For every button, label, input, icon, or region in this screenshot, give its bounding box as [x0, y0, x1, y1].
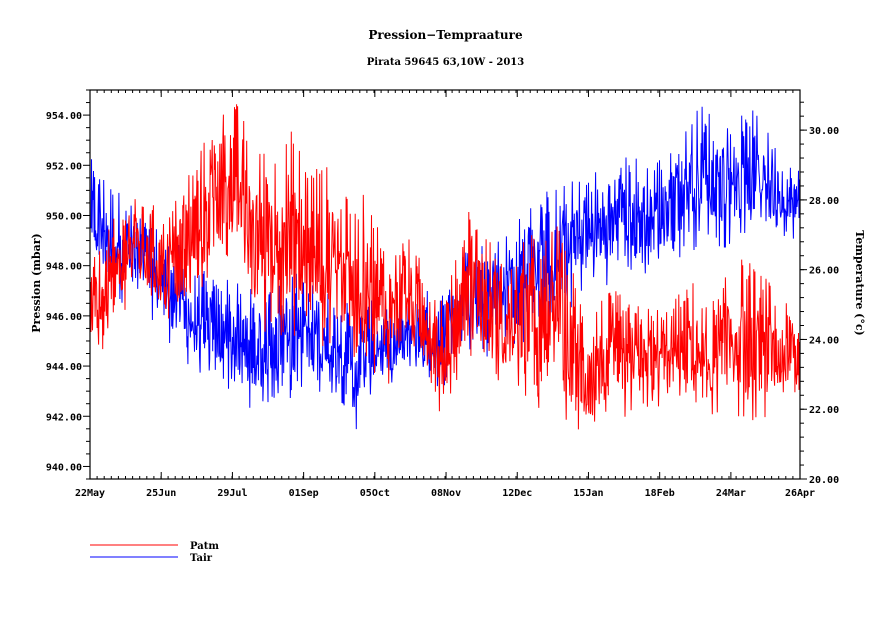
series-patm [89, 104, 801, 430]
y-left-tick-label: 952.00 [46, 161, 82, 172]
y-right-tick-label: 20.00 [809, 475, 839, 486]
x-tick-label: 24Mar [716, 488, 746, 499]
y-left-tick-label: 940.00 [46, 462, 82, 473]
chart-subtitle: Pirata 59645 63,10W - 2013 [366, 57, 525, 68]
chart-title: Pression−Tempraature [368, 28, 523, 42]
y-left-tick-label: 948.00 [46, 262, 82, 273]
x-tick-label: 12Dec [502, 488, 532, 499]
legend: Patm Tair [90, 541, 219, 564]
series-line-patm [89, 104, 801, 430]
axes-layer: 22May 25Jun 29Jul 01Sep 05Oct 08Nov 12Dec 15Jan… [46, 89, 839, 499]
x-tick-label: 26Apr [785, 488, 815, 499]
y-right-tick-label: 22.00 [809, 405, 839, 416]
x-tick-label: 05Oct [360, 488, 390, 499]
series-tair [89, 106, 801, 430]
y-right-tick-label: 28.00 [809, 196, 839, 207]
legend-label-tair: Tair [190, 553, 213, 564]
y-left-tick-label: 944.00 [46, 362, 82, 373]
y-left-tick-label: 942.00 [46, 412, 82, 423]
x-tick-label: 15Jan [573, 488, 603, 499]
x-tick-label: 25Jun [146, 488, 176, 499]
y-axis-left-title: Pression (mbar) [30, 233, 43, 332]
x-tick-label: 08Nov [431, 488, 461, 499]
series-layer [89, 104, 801, 430]
y-left-tick-label: 954.00 [46, 111, 82, 122]
y-left-tick-label: 950.00 [46, 211, 82, 222]
x-tick-label: 22May [75, 488, 105, 499]
y-left-tick-label: 946.00 [46, 312, 82, 323]
y-right-tick-label: 24.00 [809, 335, 839, 346]
y-right-tick-label: 26.00 [809, 266, 839, 277]
x-tick-label: 18Feb [645, 488, 675, 499]
x-tick-label: 01Sep [289, 488, 319, 499]
y-axis-right-title: Temperature (°c) [853, 230, 866, 335]
y-right-tick-label: 30.00 [809, 126, 839, 137]
legend-label-patm: Patm [190, 541, 219, 552]
series-line-tair [89, 106, 801, 430]
x-tick-label: 29Jul [217, 488, 247, 499]
